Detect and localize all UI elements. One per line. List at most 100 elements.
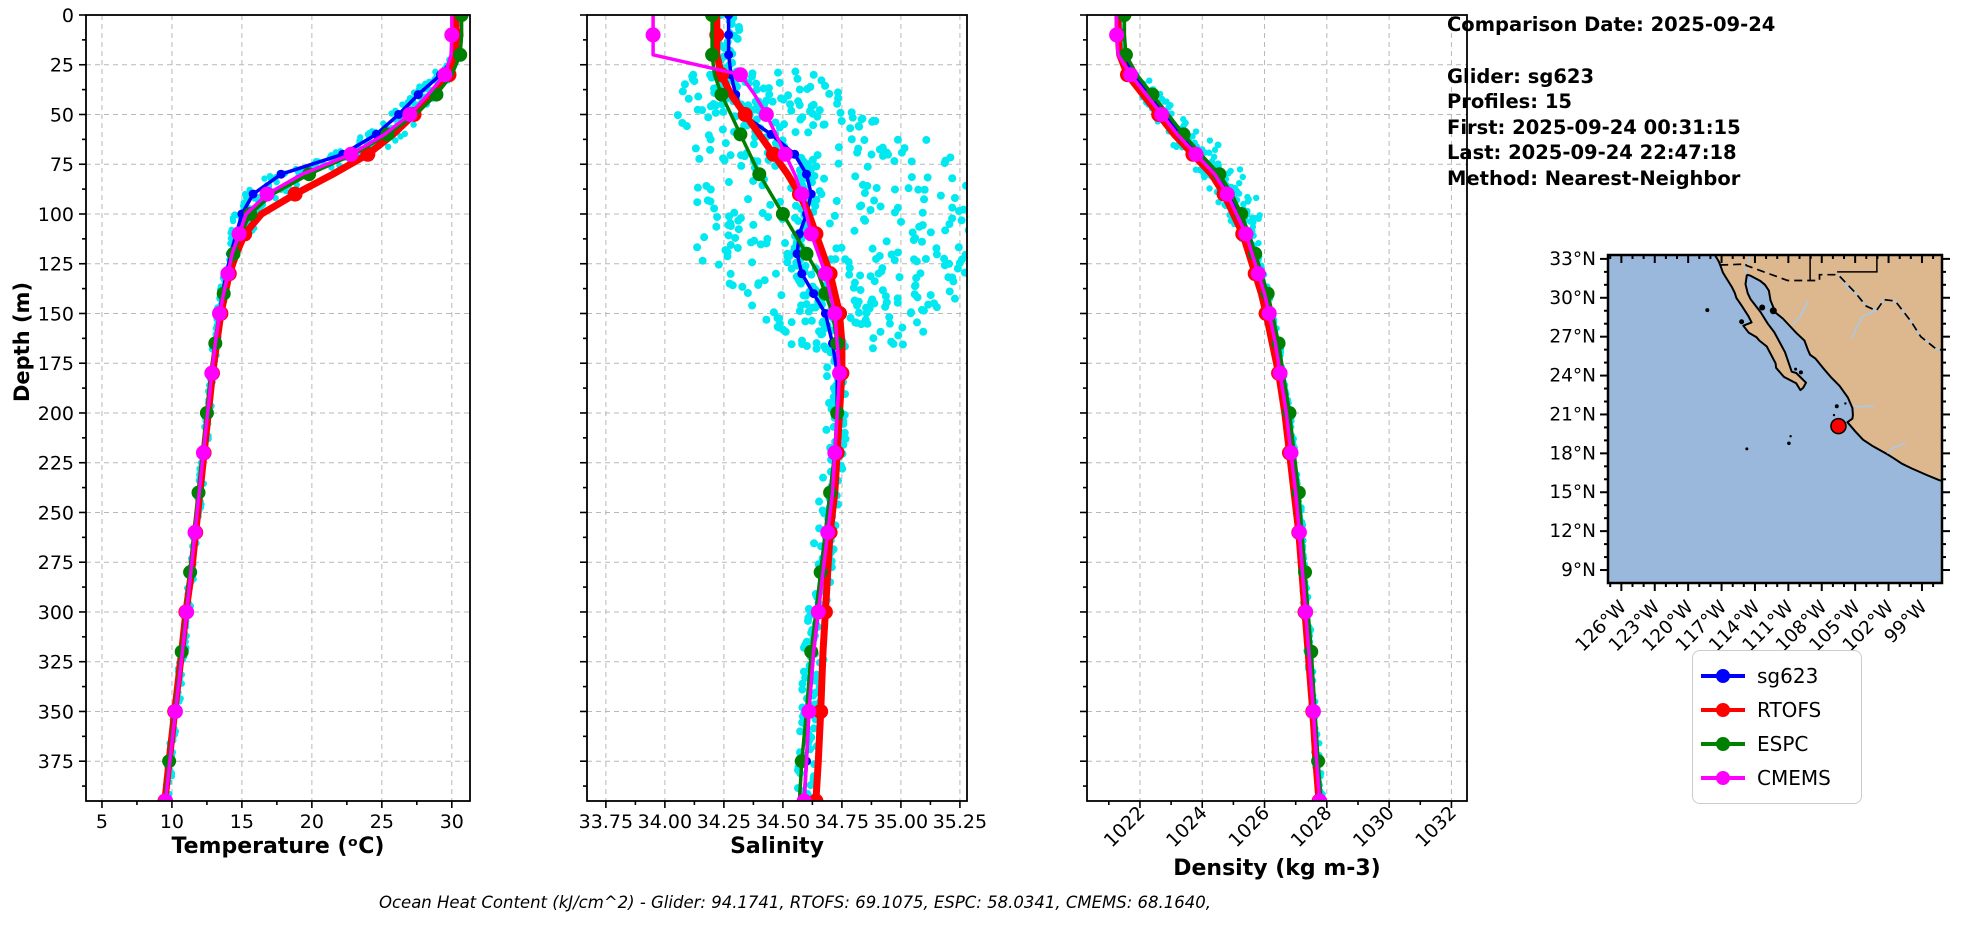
y-tick-label: 300 xyxy=(38,602,74,624)
scatter-dot xyxy=(853,148,862,157)
scatter-dot xyxy=(684,94,693,103)
cmems-marker xyxy=(1154,106,1170,122)
scatter-dot xyxy=(798,685,807,694)
x-tick-label: 35.25 xyxy=(933,811,987,833)
scatter-dot xyxy=(791,67,800,76)
map-frame xyxy=(1606,253,1944,585)
scatter-dot xyxy=(795,85,804,94)
espc-markers xyxy=(705,15,845,769)
scatter-dot xyxy=(834,88,843,97)
rtofs-line xyxy=(713,15,846,801)
panel-salinity: 33.75 34.00 34.25 34.50 34.75 35.00 35.25 xyxy=(579,14,991,833)
scatter-dot xyxy=(673,111,682,120)
rtofs-marker xyxy=(360,146,376,162)
scatter-dot xyxy=(860,189,869,198)
scatter-dot xyxy=(799,667,808,676)
scatter-dot xyxy=(763,234,772,243)
scatter-dot xyxy=(825,89,834,98)
cmems-marker xyxy=(259,186,275,202)
scatter-dot xyxy=(841,255,850,264)
info-profiles: Profiles: 15 xyxy=(1447,90,1572,113)
y-tick-label: 25 xyxy=(50,55,74,77)
scatter-dot xyxy=(709,100,718,109)
scatter-dot xyxy=(868,344,877,353)
sg623-swatch-icon xyxy=(1701,668,1745,684)
x-tick-label: 5 xyxy=(96,811,108,833)
scatter-dot xyxy=(917,237,926,246)
legend-label: ESPC xyxy=(1757,732,1809,756)
scatter-dot xyxy=(832,196,841,205)
scatter-dot xyxy=(976,200,984,208)
y-tick-label: 50 xyxy=(50,104,74,126)
scatter-dot xyxy=(904,184,913,193)
scatter-dot xyxy=(820,120,829,129)
scatter-dot xyxy=(919,327,928,336)
scatter-dot xyxy=(881,292,890,301)
scatter-dot xyxy=(876,202,885,211)
sg623-marker xyxy=(248,189,258,199)
scatter-dot xyxy=(819,473,828,482)
x-tick-label: 34.00 xyxy=(638,811,692,833)
scatter-dot xyxy=(868,117,877,126)
island xyxy=(1739,319,1745,325)
info-gap xyxy=(1447,38,1775,64)
scatter-dot xyxy=(750,105,759,114)
scatter-dot xyxy=(825,399,834,408)
scatter-dot xyxy=(771,269,780,278)
info-first: First: 2025-09-24 00:31:15 xyxy=(1447,115,1741,139)
scatter-dot xyxy=(795,101,804,110)
scatter-dot xyxy=(700,233,709,242)
island xyxy=(1794,367,1798,371)
scatter-dot xyxy=(719,107,728,116)
cmems-marker xyxy=(1219,186,1235,202)
map-lat-label: 33°N xyxy=(1549,249,1596,270)
espc-marker xyxy=(714,87,729,102)
scatter-dot xyxy=(704,113,713,122)
rtofs-marker xyxy=(737,106,753,122)
scatter-dot xyxy=(738,282,747,291)
scatter-dot xyxy=(820,174,829,183)
cmems-marker xyxy=(832,365,848,381)
scatter-dot xyxy=(910,290,919,299)
scatter-dot xyxy=(240,199,247,206)
scatter-dot xyxy=(823,372,832,381)
scatter-dot xyxy=(1235,190,1243,197)
y-tick-label: 0 xyxy=(62,5,74,27)
scatter-dot xyxy=(740,121,749,130)
cmems-marker xyxy=(220,266,236,282)
comparison-date: Comparison Date: 2025-09-24 xyxy=(1447,13,1776,36)
cmems-marker xyxy=(801,703,817,719)
cmems-swatch-icon xyxy=(1701,770,1745,786)
scatter-dot xyxy=(775,123,784,132)
scatter-dot xyxy=(803,616,812,625)
scatter-dot xyxy=(773,314,782,323)
temperature-axis-label: Temperature (ᵒC) xyxy=(171,834,385,859)
scatter-dot xyxy=(812,339,821,348)
ticks xyxy=(79,14,453,808)
glider-raw-scatter xyxy=(673,15,991,801)
scatter-dot xyxy=(923,173,932,182)
scatter-dot xyxy=(983,185,991,193)
island xyxy=(1832,413,1836,417)
cmems-marker xyxy=(1305,703,1321,719)
land-mexico-baja xyxy=(1713,255,1942,483)
island xyxy=(1834,404,1839,409)
x-tick-label: 20 xyxy=(300,811,324,833)
scatter-dot xyxy=(868,295,877,304)
info-panel: Comparison Date: 2025-09-24 Glider: sg62… xyxy=(1447,12,1775,191)
scatter-dot xyxy=(945,287,954,296)
scatter-dot xyxy=(846,124,855,133)
scatter-dot xyxy=(747,238,756,247)
scatter-dot xyxy=(813,112,822,121)
scatter-dot xyxy=(801,673,810,682)
island xyxy=(1798,370,1803,375)
scatter-dot xyxy=(795,307,804,316)
ticks xyxy=(1080,14,1453,808)
scatter-dot xyxy=(754,279,763,288)
espc-markers xyxy=(1117,15,1326,769)
state-border xyxy=(1837,255,1878,273)
scatter-dot xyxy=(1255,239,1262,247)
scatter-dot xyxy=(410,121,417,128)
sg623-marker xyxy=(394,109,404,119)
